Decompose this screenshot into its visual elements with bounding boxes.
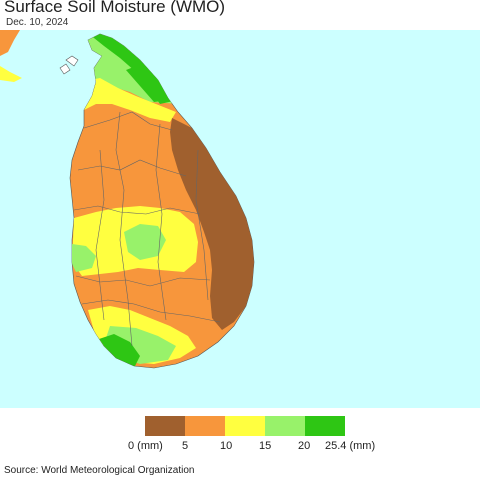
south-green [96, 334, 140, 368]
india-coast [0, 30, 20, 56]
north-yellow [76, 78, 176, 122]
legend-swatch [225, 416, 265, 436]
legend-label: 5 [182, 440, 189, 452]
legend-label: 20 [298, 440, 311, 452]
india-coast-yellow [0, 66, 22, 82]
source-credit: Source: World Meteorological Organizatio… [4, 465, 195, 476]
page-title: Surface Soil Moisture (WMO) [4, 0, 226, 16]
east-brown [170, 118, 254, 330]
district-boundaries [73, 111, 221, 347]
legend-swatch [305, 416, 345, 436]
map-panel[interactable] [0, 30, 480, 408]
legend-labels: 0 (mm) 5 10 15 20 25.4 (mm) [0, 440, 480, 454]
islet [65, 55, 79, 67]
central-light-green [124, 224, 166, 260]
islet [59, 63, 71, 75]
legend-swatch [145, 416, 185, 436]
west-light-green [70, 244, 96, 272]
map-date: Dec. 10, 2024 [6, 17, 69, 28]
legend-label: 0 (mm) [128, 440, 163, 452]
legend-label: 15 [259, 440, 272, 452]
legend-label: 25.4 (mm) [325, 440, 376, 452]
north-green-2 [126, 62, 170, 102]
legend-swatch [185, 416, 225, 436]
legend-swatch [265, 416, 305, 436]
legend-colorbar [145, 416, 345, 436]
map-svg [0, 30, 255, 369]
legend-label: 10 [220, 440, 233, 452]
